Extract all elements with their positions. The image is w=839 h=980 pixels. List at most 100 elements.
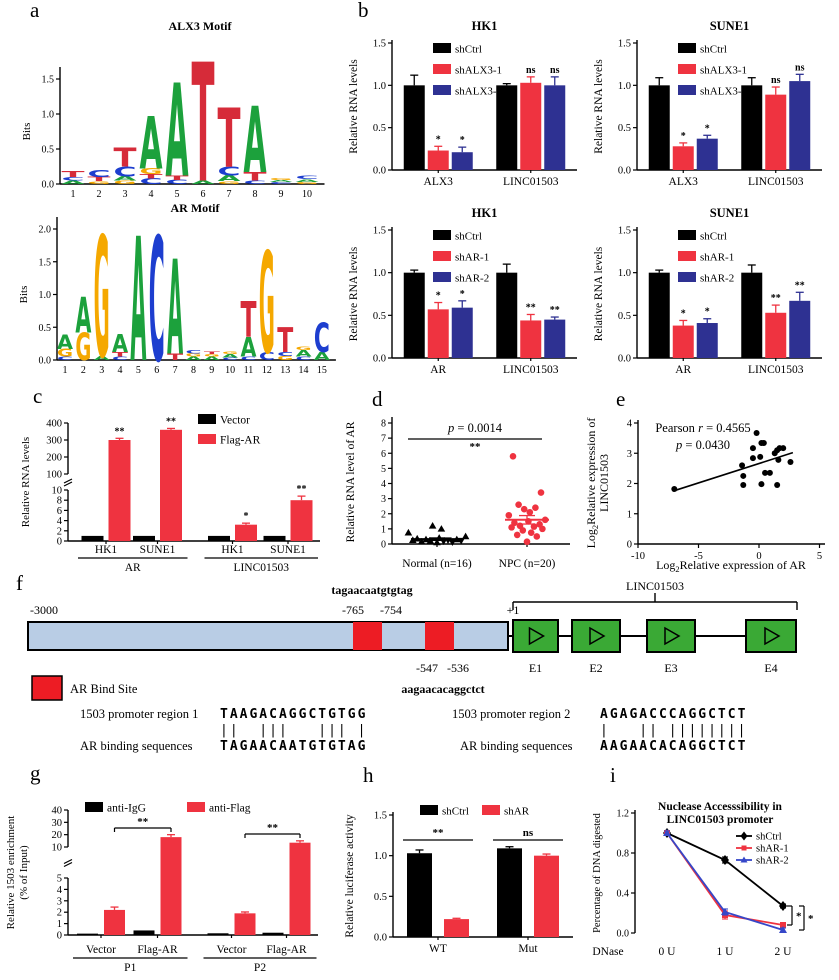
svg-text:7: 7: [227, 189, 232, 200]
svg-text:1503 promoter region 2: 1503 promoter region 2: [452, 707, 570, 721]
svg-text:G: G: [222, 351, 238, 355]
svg-text:6: 6: [381, 449, 386, 460]
promoter-diagram: E1 E2 E3 E4-3000 -765 -754 +1tagaacaatgtgtag-5…: [27, 579, 798, 754]
svg-text:C: C: [62, 177, 85, 182]
svg-text:1.0: 1.0: [373, 81, 386, 92]
svg-text:AR: AR: [430, 364, 446, 376]
svg-text:C: C: [241, 356, 257, 361]
svg-text:shAR-2: shAR-2: [756, 856, 789, 867]
svg-text:0.0: 0.0: [617, 929, 630, 940]
svg-text:A: A: [270, 179, 293, 182]
svg-text:G: G: [277, 355, 293, 361]
svg-text:Relative luciferase activity: Relative luciferase activity: [344, 814, 356, 937]
svg-text:**: **: [795, 280, 805, 291]
svg-text:**: **: [267, 822, 279, 834]
svg-text:T: T: [112, 351, 129, 358]
svg-text:1.5: 1.5: [373, 226, 386, 237]
bar-chart-hk1-shalx3: 0.0 0.5 1.0 1.5 HK1 Relative RNA levels ALX3 * *…: [348, 19, 577, 188]
svg-text:0: 0: [57, 537, 62, 548]
svg-text:8: 8: [57, 496, 62, 507]
svg-text:C: C: [166, 179, 189, 186]
svg-text:0.4: 0.4: [617, 889, 630, 900]
svg-text:ns: ns: [771, 75, 781, 86]
svg-text:**: **: [470, 441, 482, 453]
svg-text:15: 15: [317, 365, 327, 376]
svg-text:0.0: 0.0: [373, 354, 386, 365]
svg-text:A: A: [185, 356, 202, 361]
svg-text:10: 10: [302, 189, 312, 200]
svg-text:C: C: [270, 182, 293, 185]
svg-text:Vector: Vector: [216, 944, 246, 956]
svg-text:10: 10: [52, 486, 63, 497]
svg-text:HK1: HK1: [95, 544, 118, 556]
svg-text:2.0: 2.0: [39, 225, 52, 236]
panel-label-e: e: [616, 387, 626, 411]
svg-text:shAR-1: shAR-1: [455, 252, 489, 264]
svg-text:0.0: 0.0: [42, 180, 55, 191]
svg-text:AGAGACCCAGGCTCT: AGAGACCCAGGCTCT: [600, 707, 747, 722]
svg-text:LINC01503: LINC01503: [597, 454, 611, 512]
svg-text:Relative RNA level of AR: Relative RNA level of AR: [345, 421, 357, 542]
svg-text:A: A: [114, 175, 138, 182]
svg-text:AR binding sequences: AR binding sequences: [80, 739, 193, 753]
svg-text:4: 4: [627, 419, 633, 430]
svg-text:A: A: [62, 180, 87, 185]
svg-text:shCtrl: shCtrl: [455, 231, 482, 243]
svg-text:shALX3-1: shALX3-1: [455, 65, 502, 77]
panel-label-g: g: [30, 761, 41, 785]
svg-text:Flag-AR: Flag-AR: [220, 435, 261, 447]
svg-text:**: **: [771, 293, 781, 304]
svg-text:1.0: 1.0: [374, 851, 387, 862]
svg-text:C: C: [296, 356, 312, 361]
svg-text:*: *: [436, 134, 441, 145]
svg-text:ns: ns: [526, 65, 536, 76]
svg-text:11: 11: [244, 365, 254, 376]
svg-text:G: G: [88, 181, 111, 185]
bar-chart-sune1-shalx3: 0.0 0.5 1.0 1.5 SUNE1 Relative RNA levels ALX3…: [593, 19, 822, 188]
motif-logos-chart: ALX3 Motif0.00.51.01.5BitsACT1GTC2GACT3C…: [18, 19, 336, 401]
svg-text:WT: WT: [429, 943, 447, 955]
svg-text:Flag-AR: Flag-AR: [137, 944, 178, 956]
svg-text:6: 6: [154, 365, 159, 376]
svg-text:A: A: [112, 330, 128, 359]
svg-text:AR binding sequences: AR binding sequences: [460, 739, 573, 753]
luciferase-bar-chart: 0.0 0.5 1.0 1.5 Relative luciferase activity…: [344, 805, 573, 955]
svg-text:2 U: 2 U: [775, 946, 793, 958]
svg-text:0.5: 0.5: [42, 145, 55, 156]
svg-text:A: A: [218, 174, 242, 183]
svg-text:T: T: [277, 320, 293, 360]
svg-text:HK1: HK1: [472, 206, 498, 220]
svg-text:tagaacaatgtgtag: tagaacaatgtgtag: [331, 583, 412, 597]
svg-text:T: T: [140, 173, 163, 180]
svg-text:A: A: [204, 356, 221, 361]
svg-text:0.8: 0.8: [617, 849, 630, 860]
svg-text:8: 8: [191, 365, 196, 376]
svg-text:C: C: [114, 164, 137, 180]
svg-text:T: T: [218, 91, 241, 186]
svg-text:LINC01503: LINC01503: [503, 364, 559, 376]
svg-text:**: **: [433, 827, 445, 839]
svg-text:E4: E4: [764, 661, 777, 675]
svg-text:shCtrl: shCtrl: [455, 44, 482, 56]
svg-text:0 U: 0 U: [659, 946, 677, 958]
svg-text:Percentage of DNA digested: Percentage of DNA digested: [592, 812, 603, 933]
svg-text:T: T: [244, 170, 269, 183]
svg-text:T: T: [204, 351, 220, 355]
svg-text:**: **: [115, 426, 125, 437]
svg-text:C: C: [140, 177, 163, 186]
svg-text:TAGAACAATGTGTAG: TAGAACAATGTGTAG: [220, 739, 367, 754]
svg-text:**: **: [137, 816, 149, 828]
svg-text:*: *: [681, 308, 686, 319]
svg-text:A: A: [222, 354, 239, 359]
svg-text:6: 6: [201, 189, 206, 200]
svg-text:anti-IgG: anti-IgG: [107, 803, 146, 815]
svg-text:7: 7: [381, 434, 386, 445]
svg-text:Log2Relative expression of: Log2Relative expression of: [584, 418, 600, 549]
svg-text:0: 0: [627, 540, 632, 551]
svg-text:**: **: [550, 305, 560, 316]
svg-text:0.0: 0.0: [618, 354, 631, 365]
svg-text:T: T: [241, 291, 257, 349]
